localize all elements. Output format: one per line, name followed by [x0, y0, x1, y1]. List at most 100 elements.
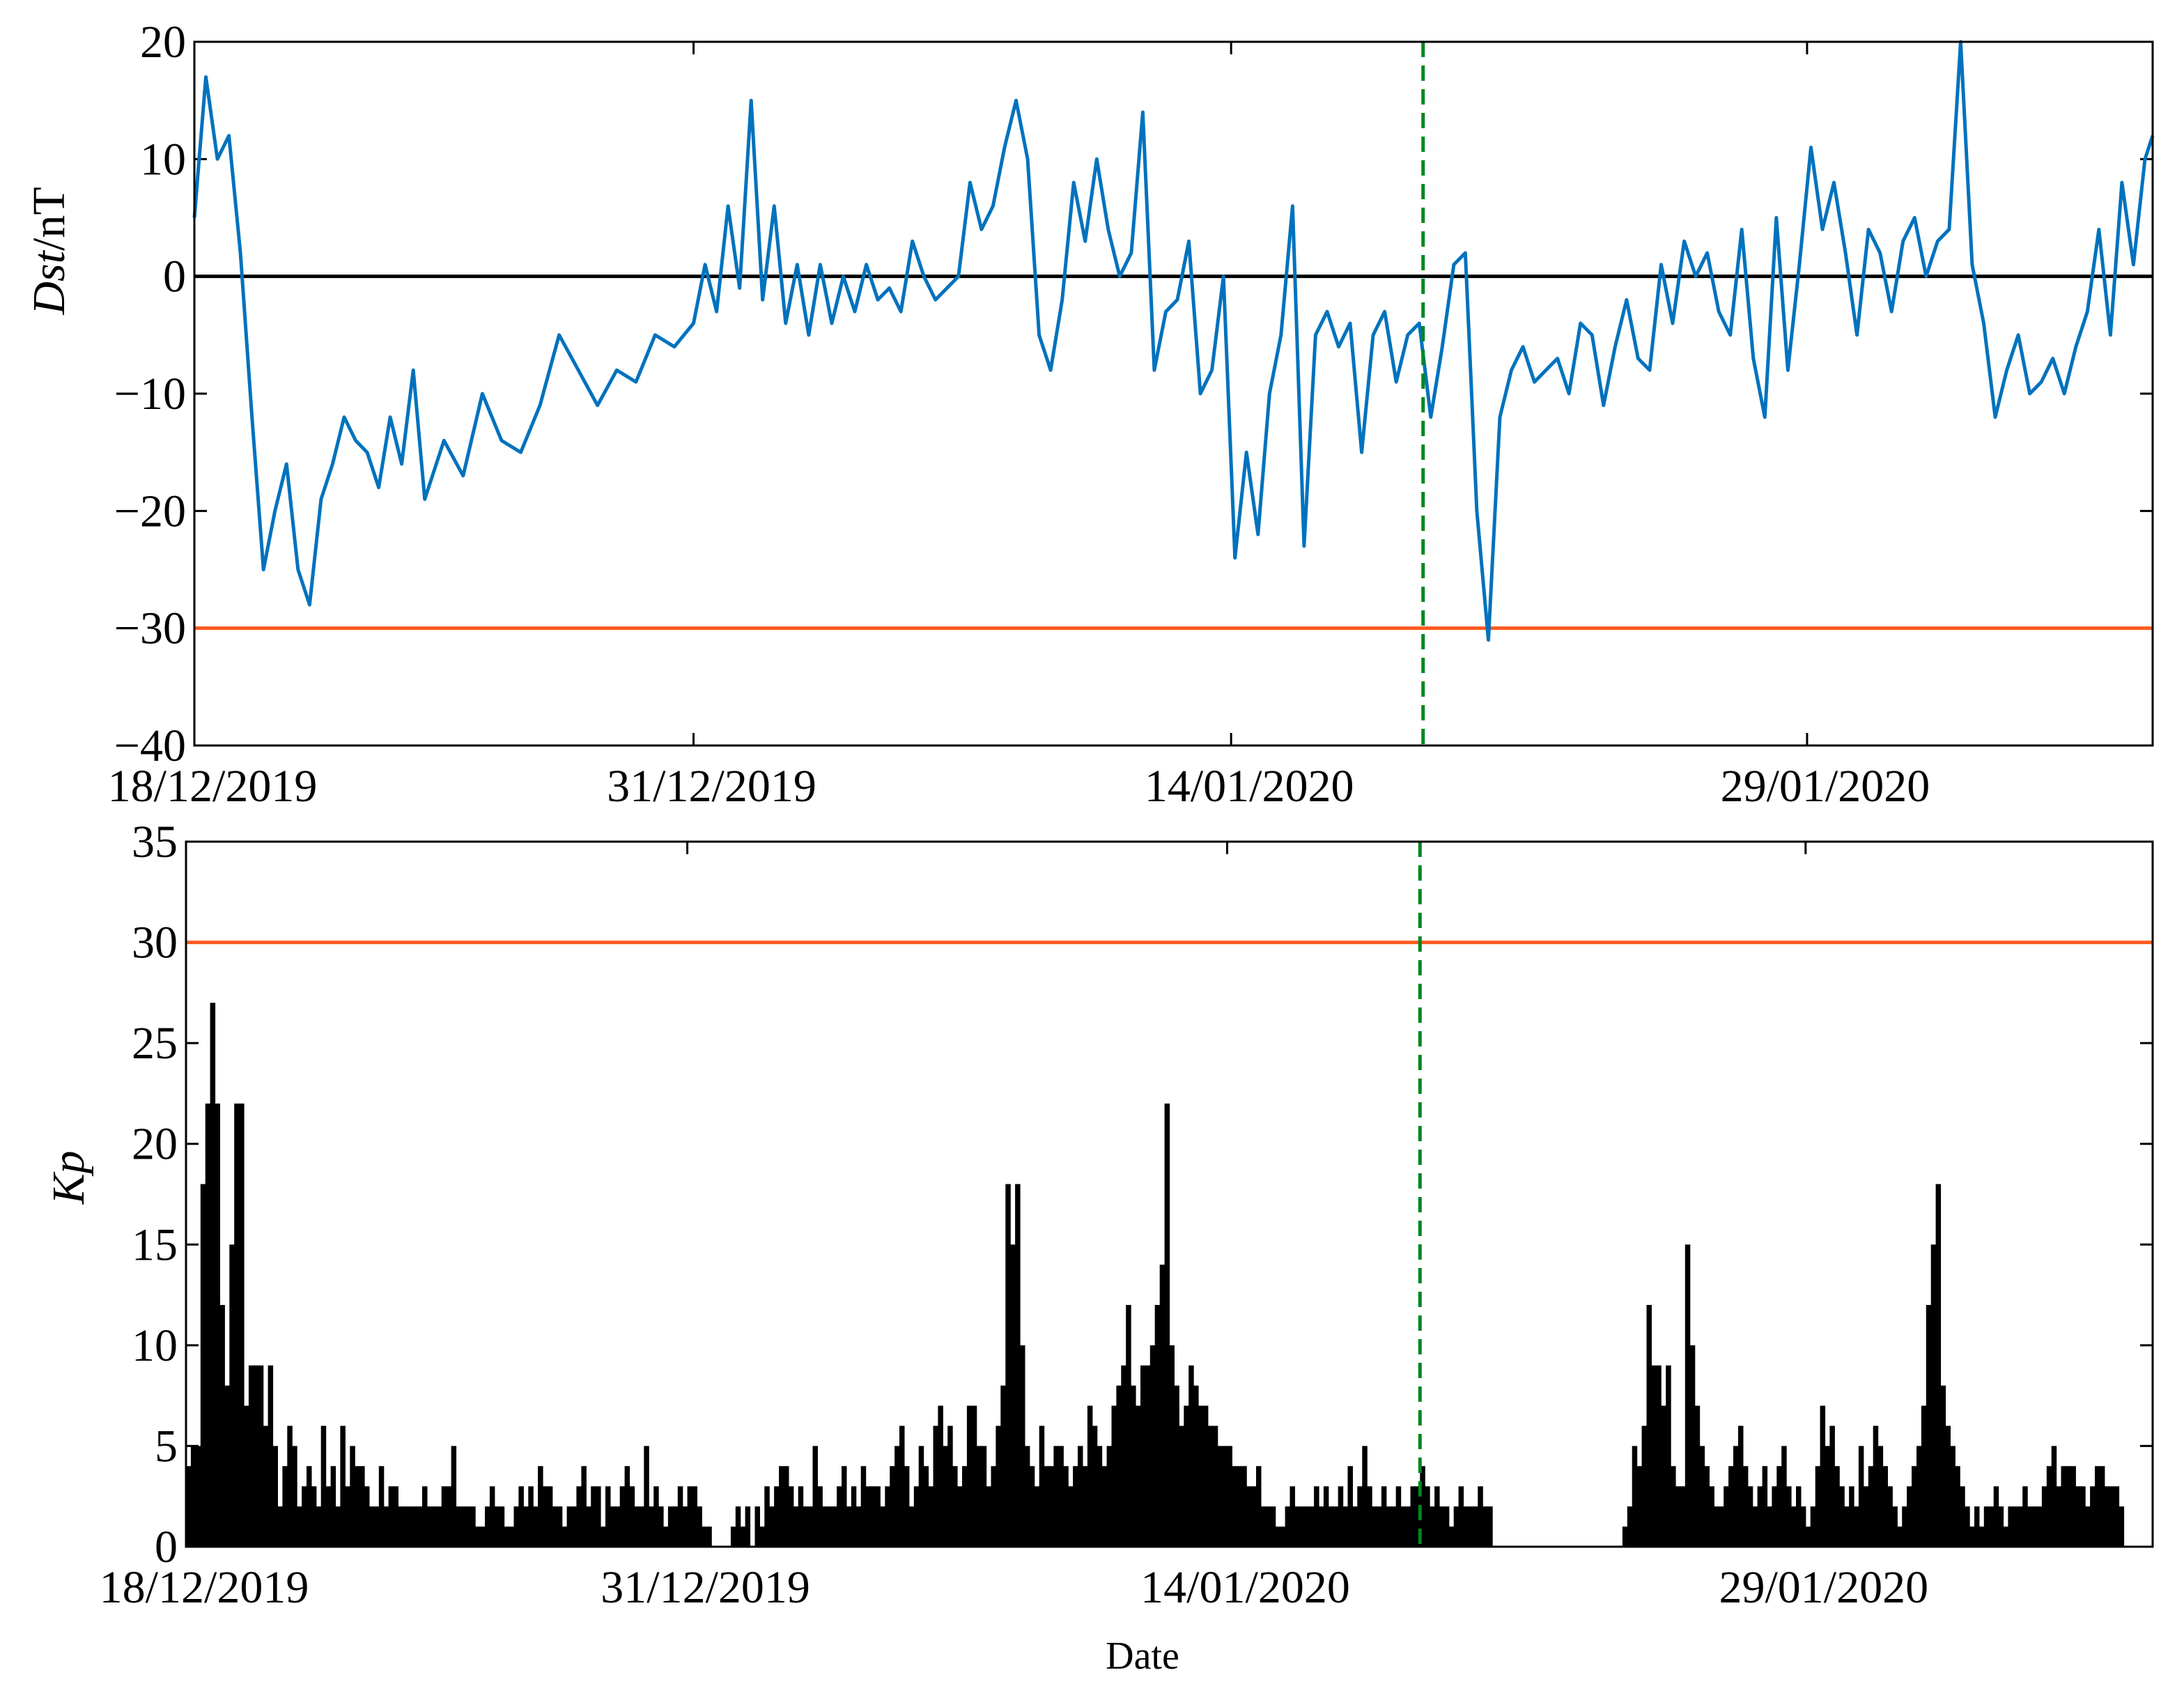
dst-ylabel-symbol: Dst [24, 249, 75, 315]
kp-bar [663, 1527, 669, 1547]
kp-bar [253, 1365, 259, 1547]
kp-bar [735, 1506, 741, 1547]
dst-panel: 20 10 0 −10 −20 −30 −40 18/12/2019 31/12/2019 14… [24, 17, 2155, 812]
dst-ytick-label: 10 [140, 134, 186, 185]
kp-bar [1020, 1345, 1025, 1547]
kp-bar [2032, 1506, 2038, 1547]
kp-bar [1202, 1405, 1209, 1547]
kp-bar [427, 1506, 433, 1547]
kp-bar [591, 1486, 596, 1547]
kp-bar [244, 1405, 249, 1547]
kp-bar [311, 1486, 317, 1547]
kp-bar [268, 1365, 274, 1547]
kp-bar [325, 1486, 332, 1547]
kp-bar [774, 1486, 780, 1547]
kp-bar [1420, 1466, 1425, 1547]
dst-ytick-label: −40 [114, 720, 186, 771]
kp-ytick-labels: 35 30 25 20 15 10 5 0 [132, 817, 178, 1572]
kp-bar [1309, 1506, 1315, 1547]
kp-bar [624, 1466, 630, 1547]
kp-bar [971, 1405, 977, 1547]
kp-bar [1333, 1506, 1339, 1547]
kp-bar [528, 1486, 534, 1547]
kp-bar [1285, 1506, 1291, 1547]
kp-bar [1131, 1385, 1136, 1547]
kp-bar [422, 1486, 428, 1547]
kp-bar [639, 1506, 644, 1547]
kp-xlabel: Date [1106, 1635, 1179, 1678]
kp-bar [764, 1486, 770, 1547]
kp-bar [1106, 1446, 1113, 1547]
kp-bar [1053, 1446, 1059, 1547]
kp-bar [784, 1466, 789, 1547]
kp-bar [581, 1466, 587, 1547]
kp-bar [566, 1506, 573, 1547]
kp-bar [1058, 1446, 1064, 1547]
kp-bar [1849, 1486, 1854, 1547]
kp-bar [1174, 1385, 1179, 1547]
kp-bar [1261, 1506, 1267, 1547]
kp-bar [1724, 1486, 1729, 1547]
kp-bar [195, 1446, 201, 1547]
kp-bar [480, 1527, 486, 1547]
kp-bar [1478, 1486, 1483, 1547]
kp-bar [224, 1385, 230, 1547]
dst-xtick-label: 31/12/2019 [607, 761, 816, 812]
dst-ylabel: Dst/nT [24, 187, 75, 315]
kp-bar [451, 1446, 457, 1547]
kp-bar [928, 1486, 934, 1547]
kp-bar [697, 1506, 702, 1547]
kp-bar [1709, 1486, 1714, 1547]
kp-bar [798, 1486, 804, 1547]
kp-bar [1357, 1486, 1363, 1547]
kp-bar [1805, 1527, 1811, 1547]
kp-bar [1400, 1506, 1407, 1547]
kp-bar [1988, 1506, 1995, 1547]
kp-bar [894, 1446, 900, 1547]
kp-bar [596, 1486, 601, 1547]
kp-bar [605, 1486, 611, 1547]
kp-bar [1140, 1365, 1146, 1547]
kp-bar [1897, 1527, 1903, 1547]
kp-bar [846, 1506, 852, 1547]
kp-bar [436, 1506, 442, 1547]
kp-bar [614, 1506, 621, 1547]
kp-bar [817, 1486, 823, 1547]
kp-bar [393, 1486, 398, 1547]
kp-ytick-label: 25 [132, 1018, 178, 1069]
dst-xtick-label: 14/01/2020 [1145, 761, 1354, 812]
kp-bar [403, 1506, 408, 1547]
kp-bar [1458, 1486, 1464, 1547]
kp-bar [1907, 1486, 1912, 1547]
kp-bar [1955, 1466, 1960, 1547]
kp-bar [1116, 1385, 1122, 1547]
kp-bar [1169, 1345, 1175, 1547]
kp-bar [1270, 1506, 1276, 1547]
kp-bar [1912, 1466, 1917, 1547]
kp-bar [1087, 1405, 1093, 1547]
kp-bar [518, 1486, 524, 1547]
kp-bar [1671, 1466, 1676, 1547]
kp-bar [2109, 1486, 2115, 1547]
kp-bar [1767, 1506, 1772, 1547]
kp-bar [1294, 1506, 1300, 1547]
kp-bar [465, 1506, 471, 1547]
kp-bar [1439, 1506, 1445, 1547]
kp-bar [769, 1506, 775, 1547]
kp-bar [412, 1506, 418, 1547]
kp-bar [1689, 1345, 1696, 1547]
kp-bar [865, 1486, 872, 1547]
kp-bar [1945, 1425, 1951, 1547]
kp-ytick-label: 0 [155, 1522, 178, 1572]
kp-bar [1482, 1506, 1488, 1547]
kp-bar [677, 1486, 683, 1547]
kp-bar [1487, 1506, 1493, 1547]
kp-bar [489, 1486, 495, 1547]
kp-bar [1757, 1486, 1763, 1547]
kp-bar [1796, 1486, 1802, 1547]
kp-bar [287, 1425, 293, 1547]
kp-bar [335, 1506, 341, 1547]
kp-bar [1434, 1486, 1440, 1547]
kp-bar [1699, 1446, 1705, 1547]
